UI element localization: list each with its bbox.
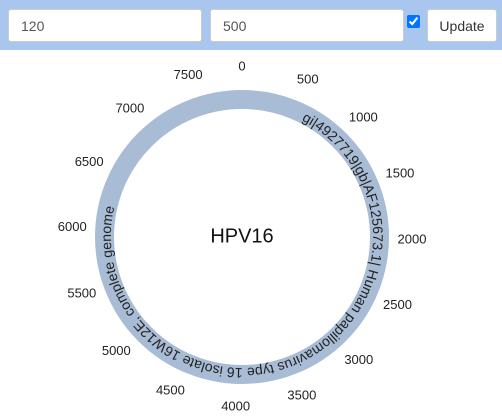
genome-ring — [95, 90, 389, 384]
tick-label: 3500 — [287, 388, 316, 403]
tick-label: 6000 — [58, 219, 87, 234]
toolbar: Update — [0, 0, 502, 50]
end-input[interactable] — [210, 9, 404, 42]
tick-label: 1500 — [385, 166, 414, 181]
tick-label: 2000 — [398, 232, 427, 247]
update-button[interactable]: Update — [427, 9, 497, 42]
tick-label: 7000 — [115, 101, 144, 116]
tick-label: 4000 — [221, 398, 250, 413]
tick-label: 3000 — [344, 352, 373, 367]
tick-label: 6500 — [75, 154, 104, 169]
start-input[interactable] — [8, 9, 202, 42]
tick-label: 500 — [297, 72, 319, 87]
tick-label: 7500 — [174, 67, 203, 82]
tick-label: 5000 — [102, 343, 131, 358]
tick-label: 4500 — [156, 383, 185, 398]
label-checkbox[interactable] — [407, 15, 420, 28]
tick-label: 1000 — [349, 109, 378, 124]
tick-label: 2500 — [383, 297, 412, 312]
plot: HPV16 gi|4927719|gb|AF125673.1| Human pa… — [58, 58, 427, 413]
tick-label: 0 — [238, 58, 245, 73]
center-label: HPV16 — [210, 225, 273, 247]
tick-label: 5500 — [67, 285, 96, 300]
